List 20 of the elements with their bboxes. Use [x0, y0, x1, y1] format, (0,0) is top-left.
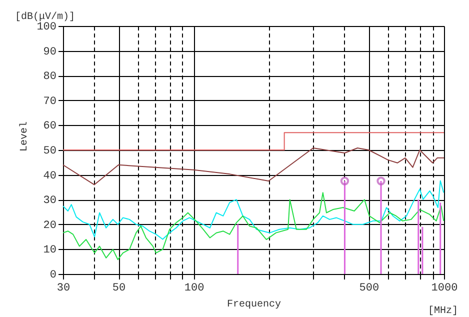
text: [MHz]	[428, 305, 458, 317]
x-tick-label: 500	[359, 282, 380, 294]
x-axis-title: Frequency	[226, 300, 282, 310]
text: [dB(μV/m)]	[15, 11, 76, 23]
y-tick-label: 30	[43, 195, 56, 208]
x-tick-label: 1000	[431, 282, 458, 294]
y-axis-title: Level	[18, 121, 31, 152]
y-tick-label: 0	[50, 270, 56, 282]
y-tick-label: 60	[43, 120, 56, 133]
y-tick-label: 40	[43, 170, 56, 182]
y-tick-label: 70	[43, 96, 56, 108]
x-tick-label: 30	[56, 282, 70, 294]
y-tick-label: 10	[43, 244, 56, 257]
y-tick-label: 100	[36, 22, 56, 34]
y-tick-label: 80	[43, 71, 56, 84]
x-tick-label: 100	[184, 282, 204, 294]
y-tick-label: 50	[43, 146, 56, 158]
y-tick-label: 90	[43, 46, 56, 58]
x-tick-label: 50	[112, 282, 126, 294]
y-tick-label: 20	[43, 220, 56, 232]
